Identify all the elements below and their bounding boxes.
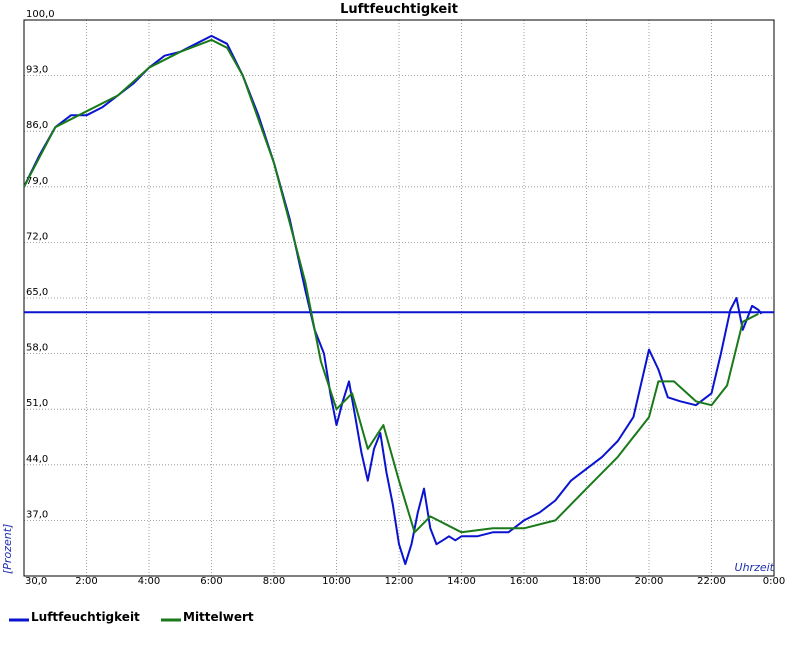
series-group	[23, 34, 774, 566]
x-tick-label: 30,0	[25, 576, 47, 587]
x-tick-label: 0:00	[763, 576, 785, 587]
gridlines	[24, 19, 774, 576]
legend-label-luftfeuchtigkeit: Luftfeuchtigkeit	[31, 610, 140, 624]
x-tick-label: 14:00	[447, 576, 476, 587]
chart-title: Luftfeuchtigkeit	[340, 2, 458, 17]
x-tick-label: 20:00	[635, 576, 664, 587]
y-tick-label: 51,0	[26, 398, 48, 409]
y-tick-label: 72,0	[26, 231, 48, 242]
y-tick-label: 79,0	[26, 176, 48, 187]
x-tick-label: 22:00	[697, 576, 726, 587]
y-tick-label: 58,0	[26, 343, 48, 354]
y-tick-label: 86,0	[26, 120, 48, 131]
y-tick-label: 65,0	[26, 287, 48, 298]
y-axis-label: [Prozent]	[1, 524, 14, 574]
x-tick-label: 16:00	[510, 576, 539, 587]
x-tick-label: 2:00	[75, 576, 97, 587]
y-tick-label: 93,0	[26, 65, 48, 76]
plot-area-border	[23, 19, 775, 577]
x-tick-label: 10:00	[322, 576, 351, 587]
x-tick-label: 4:00	[138, 576, 160, 587]
x-tick-label: 6:00	[200, 576, 222, 587]
x-tick-label: 12:00	[385, 576, 414, 587]
x-tick-label: 18:00	[572, 576, 601, 587]
x-axis-ticks: 30,0 2:00 4:00 6:00 8:00 10:00 12:00 14:00 16:00…	[25, 576, 785, 587]
y-axis-ticks: 100,0 93,0 86,0 79,0 72,0 65,0 58,0 51,0 44,0 37,…	[26, 9, 55, 520]
y-tick-label: 100,0	[26, 9, 55, 20]
legend-label-mittelwert: Mittelwert	[183, 610, 254, 624]
y-tick-label: 44,0	[26, 454, 48, 465]
x-axis-label: Uhrzeit	[735, 561, 775, 574]
series-line-mittelwert	[23, 38, 759, 534]
legend: Luftfeuchtigkeit Mittelwert	[9, 610, 254, 624]
y-tick-label: 37,0	[26, 509, 48, 520]
series-line-luftfeuchtigkeit	[23, 34, 763, 566]
x-tick-label: 8:00	[263, 576, 285, 587]
